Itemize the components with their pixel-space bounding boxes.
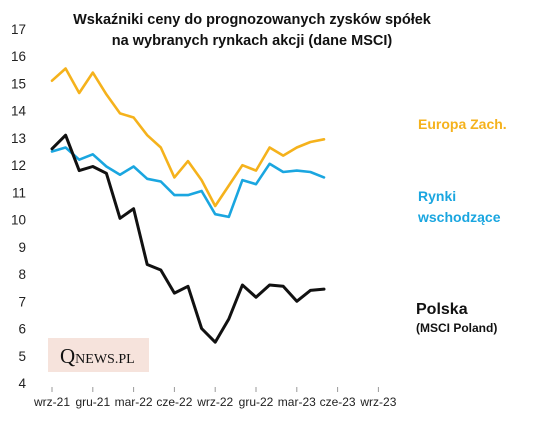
label-rynki-line-2: wschodzące [417, 209, 501, 225]
y-tick-label: 6 [18, 322, 26, 337]
y-tick-label: 10 [11, 213, 26, 228]
x-tick-label: mar-22 [115, 395, 153, 409]
qnews-logo: QNEWS.PL [48, 338, 149, 372]
y-tick-label: 12 [11, 158, 26, 173]
chart-title-line-2: na wybranych rynkach akcji (dane MSCI) [112, 33, 393, 49]
y-tick-label: 17 [11, 22, 26, 37]
x-tick-label: wrz-22 [196, 395, 233, 409]
y-tick-label: 15 [11, 76, 26, 91]
series-line-rynki [50, 146, 326, 219]
y-tick-label: 14 [11, 104, 27, 119]
series-line-polska [50, 133, 326, 344]
x-tick-label: wrz-23 [359, 395, 396, 409]
logo-text: QNEWS.PL [60, 344, 135, 368]
y-tick-label: 16 [11, 49, 26, 64]
x-tick-label: wrz-21 [33, 395, 70, 409]
y-tick-label: 9 [18, 240, 26, 255]
series-lines [50, 67, 326, 344]
chart-title: Wskaźniki ceny do prognozowanych zysków … [73, 12, 432, 49]
y-tick-label: 4 [18, 376, 26, 391]
y-tick-label: 7 [18, 294, 26, 309]
y-tick-label: 11 [12, 185, 26, 200]
label-polska-line-1: Polska [416, 301, 468, 318]
y-axis: 4 5 6 7 8 9 10 11 12 13 14 15 16 17 [11, 22, 27, 391]
label-polska-line-2: (MSCI Poland) [416, 321, 497, 335]
x-tick-label: gru-22 [239, 395, 274, 409]
label-rynki-line-1: Rynki [418, 188, 456, 204]
x-tick-label: mar-23 [278, 395, 316, 409]
y-tick-label: 5 [18, 349, 26, 364]
series-line-europa [50, 67, 326, 208]
x-axis: wrz-21 gru-21 mar-22 cze-22 wrz-22 gru-22 mar-… [33, 387, 397, 409]
label-europa: Europa Zach. [418, 116, 507, 132]
y-tick-label: 13 [11, 131, 26, 146]
series-labels: Europa Zach. Rynki wschodzące Polska (MS… [416, 116, 507, 335]
x-tick-label: gru-21 [75, 395, 110, 409]
x-tick-label: cze-22 [156, 395, 192, 409]
x-tick-label: cze-23 [320, 395, 356, 409]
chart-title-line-1: Wskaźniki ceny do prognozowanych zysków … [73, 12, 432, 28]
logo-background [48, 338, 149, 372]
y-tick-label: 8 [18, 267, 26, 282]
